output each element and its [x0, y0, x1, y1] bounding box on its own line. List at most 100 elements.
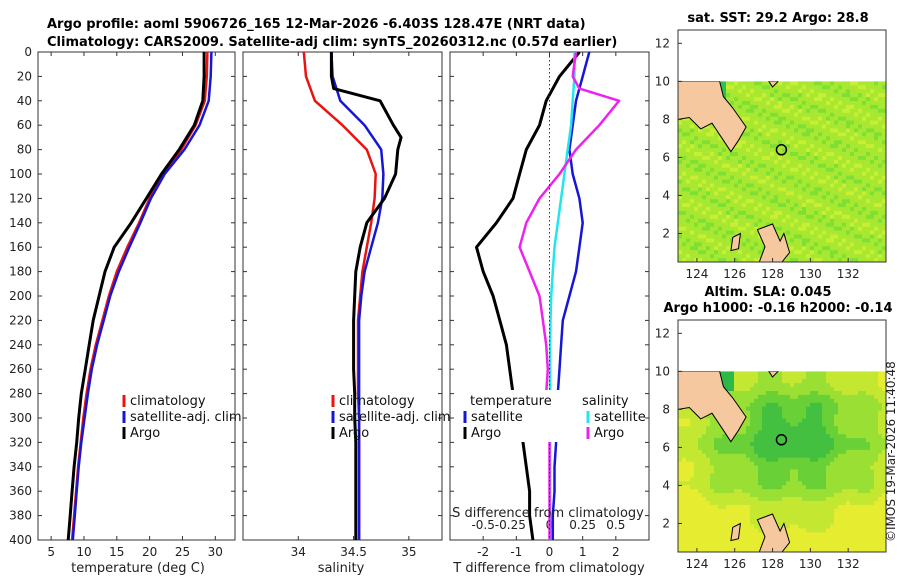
map-cell	[770, 105, 775, 110]
map-cell	[842, 415, 847, 420]
map-cell	[706, 434, 711, 439]
map-cell	[834, 164, 839, 169]
map-cell	[818, 156, 823, 161]
map-cell	[842, 446, 847, 451]
map-cell	[790, 430, 795, 435]
map-cell	[794, 477, 799, 482]
map-cell	[838, 144, 843, 149]
map-cell	[862, 493, 867, 498]
map-cell	[838, 207, 843, 212]
map-cell	[834, 191, 839, 196]
map-cell	[754, 387, 759, 392]
map-cell	[678, 477, 683, 482]
map-cell	[782, 497, 787, 502]
map-cell	[762, 419, 767, 424]
map-cell	[686, 462, 691, 467]
map-cell	[682, 497, 687, 502]
map-cell	[754, 195, 759, 200]
map-cell	[706, 144, 711, 149]
map-cell	[842, 203, 847, 208]
map-cell	[870, 395, 875, 400]
map-cell	[790, 85, 795, 90]
map-cell	[754, 246, 759, 251]
map-cell	[790, 250, 795, 255]
map-cell	[722, 250, 727, 255]
map-cell	[714, 434, 719, 439]
map-cell	[782, 199, 787, 204]
map-cell	[794, 446, 799, 451]
map-cell	[786, 474, 791, 479]
map-cell	[774, 509, 779, 514]
map-cell	[690, 517, 695, 522]
map-cell	[726, 481, 731, 486]
map-cell	[714, 462, 719, 467]
map-cell	[858, 132, 863, 137]
map-cell	[694, 184, 699, 189]
map-cell	[878, 411, 883, 416]
map-cell	[866, 242, 871, 247]
map-cell	[802, 536, 807, 541]
map-cell	[878, 211, 883, 216]
map-cell	[770, 152, 775, 157]
map-cell	[754, 383, 759, 388]
map-cell	[686, 485, 691, 490]
map-cell	[698, 481, 703, 486]
map-cell	[710, 501, 715, 506]
map-cell	[818, 140, 823, 145]
map-cell	[854, 505, 859, 510]
map-cell	[810, 136, 815, 141]
map-cell	[850, 160, 855, 165]
map-cell	[834, 136, 839, 141]
map-cell	[814, 383, 819, 388]
map-cell	[782, 227, 787, 232]
map-cell	[722, 517, 727, 522]
map-cell	[790, 156, 795, 161]
map-cell	[794, 238, 799, 243]
map-cell	[706, 203, 711, 208]
map-cell	[714, 521, 719, 526]
map-cell	[746, 187, 751, 192]
map-cell	[846, 505, 851, 510]
map-cell	[802, 85, 807, 90]
map-cell	[682, 434, 687, 439]
map-cell	[878, 105, 883, 110]
map-cell	[754, 121, 759, 126]
map-cell	[830, 403, 835, 408]
map-cell	[794, 434, 799, 439]
map-cell	[682, 238, 687, 243]
map-cell	[762, 438, 767, 443]
map-cell	[866, 109, 871, 114]
map-cell	[694, 474, 699, 479]
map-cell	[770, 442, 775, 447]
y-tick-label: 360	[9, 484, 32, 498]
map-cell	[694, 223, 699, 228]
map-cell	[770, 113, 775, 118]
map-cell	[746, 219, 751, 224]
map-cell	[870, 109, 875, 114]
map-cell	[866, 458, 871, 463]
map-cell	[858, 525, 863, 530]
map-cell	[818, 521, 823, 526]
map-cell	[834, 129, 839, 134]
map-cell	[862, 152, 867, 157]
map-cell	[806, 540, 811, 545]
map-cell	[862, 411, 867, 416]
map-cell	[790, 140, 795, 145]
map-cell	[802, 231, 807, 236]
map-cell	[718, 544, 723, 549]
map-cell	[786, 391, 791, 396]
map-cell	[818, 391, 823, 396]
map-cell	[794, 442, 799, 447]
map-cell	[858, 419, 863, 424]
map-cell	[818, 419, 823, 424]
map-cell	[858, 254, 863, 259]
map-cell	[766, 176, 771, 181]
map-cell	[866, 497, 871, 502]
map-cell	[766, 399, 771, 404]
map-cell	[862, 101, 867, 106]
map-cell	[822, 254, 827, 259]
map-cell	[782, 160, 787, 165]
map-cell	[770, 458, 775, 463]
map-cell	[842, 532, 847, 537]
map-cell	[842, 454, 847, 459]
